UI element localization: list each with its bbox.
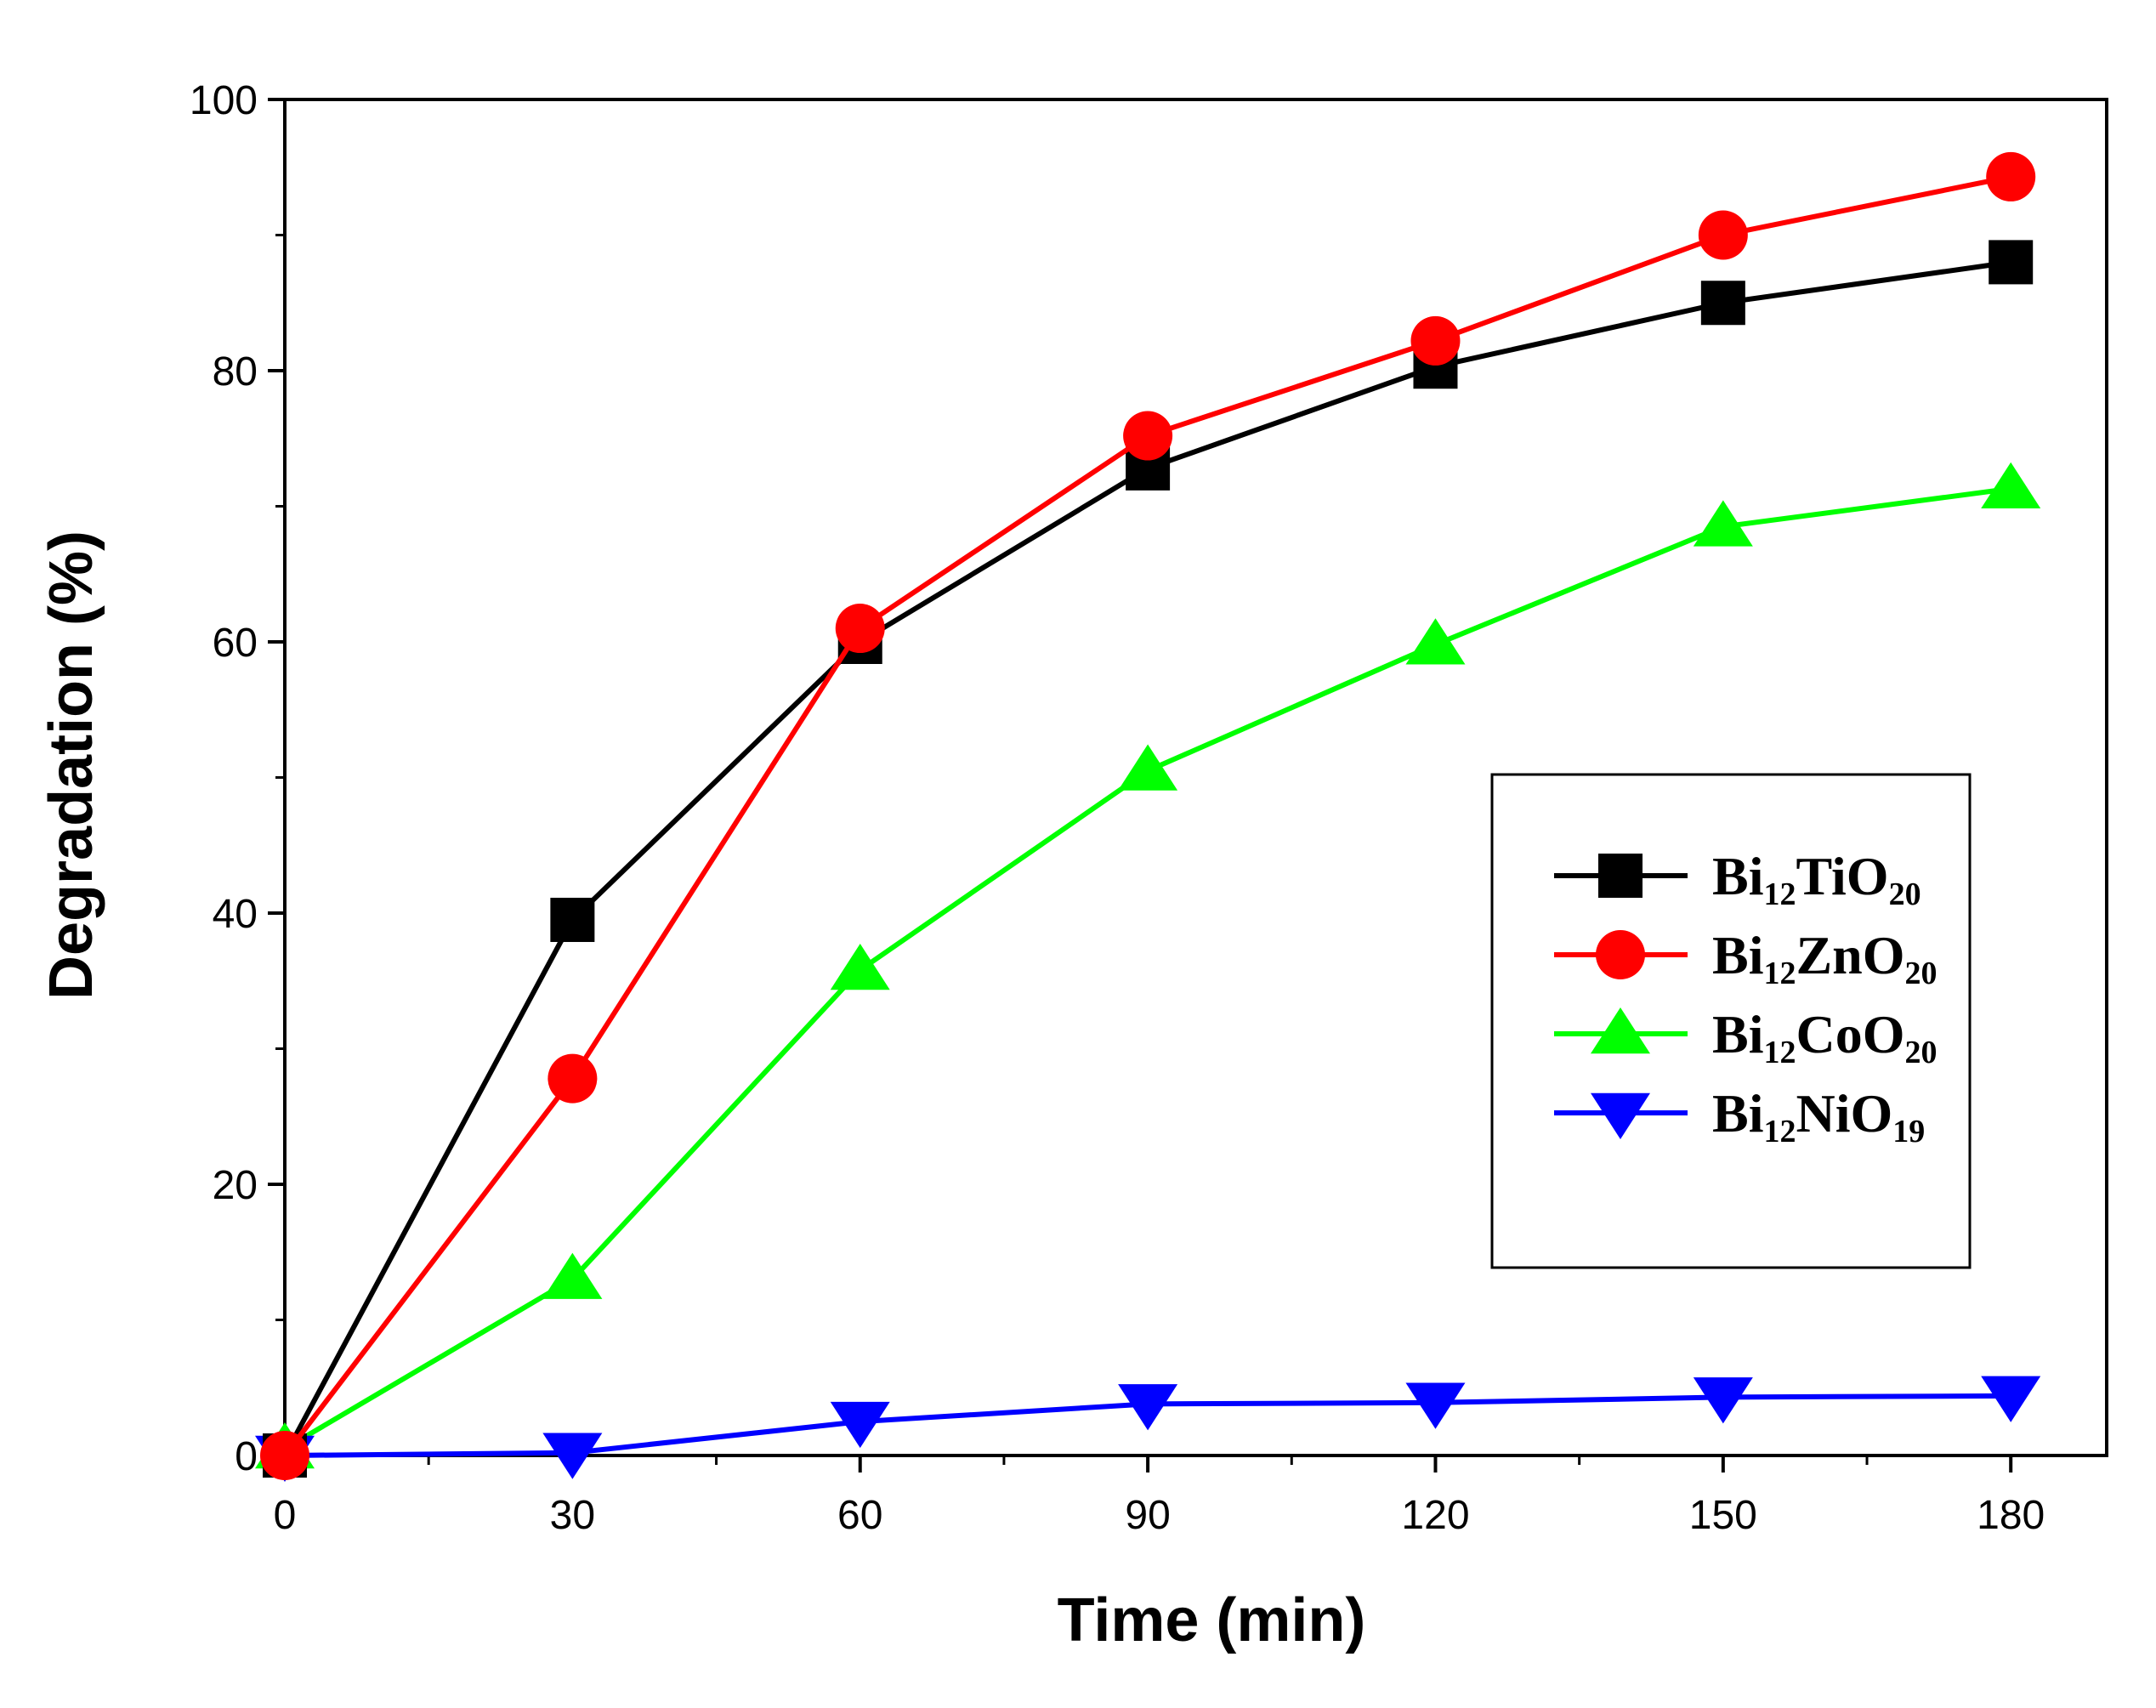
y-tick-label: 60 xyxy=(213,621,258,666)
data-point xyxy=(542,1252,603,1299)
data-point xyxy=(550,897,595,942)
x-axis-title: Time (min) xyxy=(1058,1586,1366,1654)
legend-item-Bi12NiO19: Bi12NiO19 xyxy=(1554,1083,1925,1149)
y-tick-label: 100 xyxy=(190,78,258,123)
series-Bi12NiO19 xyxy=(255,1376,2041,1482)
x-tick-label: 150 xyxy=(1689,1493,1757,1538)
y-tick-label: 20 xyxy=(213,1163,258,1208)
y-tick-label: 80 xyxy=(213,349,258,394)
legend-label: Bi12ZnO20 xyxy=(1712,925,1938,991)
data-point xyxy=(1405,618,1466,665)
data-point xyxy=(260,1431,309,1480)
series-Bi12ZnO20 xyxy=(260,151,2036,1480)
data-point xyxy=(1986,151,2036,201)
legend-item-Bi12ZnO20: Bi12ZnO20 xyxy=(1554,925,1938,991)
data-point xyxy=(542,1433,603,1479)
x-tick-label: 180 xyxy=(1977,1493,2045,1538)
data-point xyxy=(1118,744,1178,791)
legend-box xyxy=(1490,773,1972,1269)
data-point xyxy=(1693,500,1753,547)
data-point xyxy=(1981,1376,2041,1422)
legend: Bi12TiO20 Bi12ZnO20 Bi12CoO20 Bi12NiO19 xyxy=(1490,773,1972,1269)
legend-label: Bi12CoO20 xyxy=(1712,1004,1937,1070)
legend-marker xyxy=(1598,854,1643,898)
data-point xyxy=(548,1053,598,1104)
data-point xyxy=(835,604,885,654)
data-point xyxy=(830,1401,890,1449)
legend-item-Bi12CoO20: Bi12CoO20 xyxy=(1554,1004,1937,1070)
x-tick-label: 0 xyxy=(274,1493,297,1538)
data-point xyxy=(1123,411,1173,461)
y-tick-label: 0 xyxy=(235,1434,258,1479)
y-tick-label: 40 xyxy=(213,892,258,937)
x-tick-label: 90 xyxy=(1125,1493,1170,1538)
axes-layer: 0 30 60 90 120 150 180 0 20 40 60 80 100 xyxy=(190,78,2108,1538)
legend-item-Bi12TiO20: Bi12TiO20 xyxy=(1554,846,1921,912)
data-point xyxy=(1405,1382,1466,1429)
data-point xyxy=(1118,1384,1178,1431)
legend-marker xyxy=(1591,1007,1650,1054)
legend-label: Bi12TiO20 xyxy=(1712,846,1921,912)
legend-marker xyxy=(1591,1092,1650,1139)
x-tick-label: 30 xyxy=(550,1493,595,1538)
x-tick-label: 120 xyxy=(1401,1493,1469,1538)
data-point xyxy=(1981,462,2041,509)
data-point xyxy=(1410,315,1461,366)
series-layer xyxy=(255,151,2041,1482)
y-axis-title: Degradation (%) xyxy=(37,531,105,1000)
x-tick-label: 60 xyxy=(837,1493,882,1538)
data-point xyxy=(1693,1377,1753,1424)
data-point xyxy=(1698,210,1748,260)
legend-label: Bi12NiO19 xyxy=(1712,1083,1925,1149)
data-point xyxy=(830,943,890,990)
data-point xyxy=(1989,240,2034,285)
data-point xyxy=(1700,281,1745,326)
legend-marker xyxy=(1596,930,1645,979)
